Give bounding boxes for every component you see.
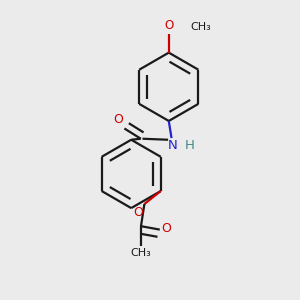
Text: O: O [164,20,173,32]
Text: H: H [184,139,194,152]
Text: O: O [133,206,143,219]
Text: CH₃: CH₃ [190,22,211,32]
Text: CH₃: CH₃ [130,248,152,258]
Text: O: O [113,113,123,126]
Text: O: O [161,222,171,236]
Text: N: N [167,139,177,152]
